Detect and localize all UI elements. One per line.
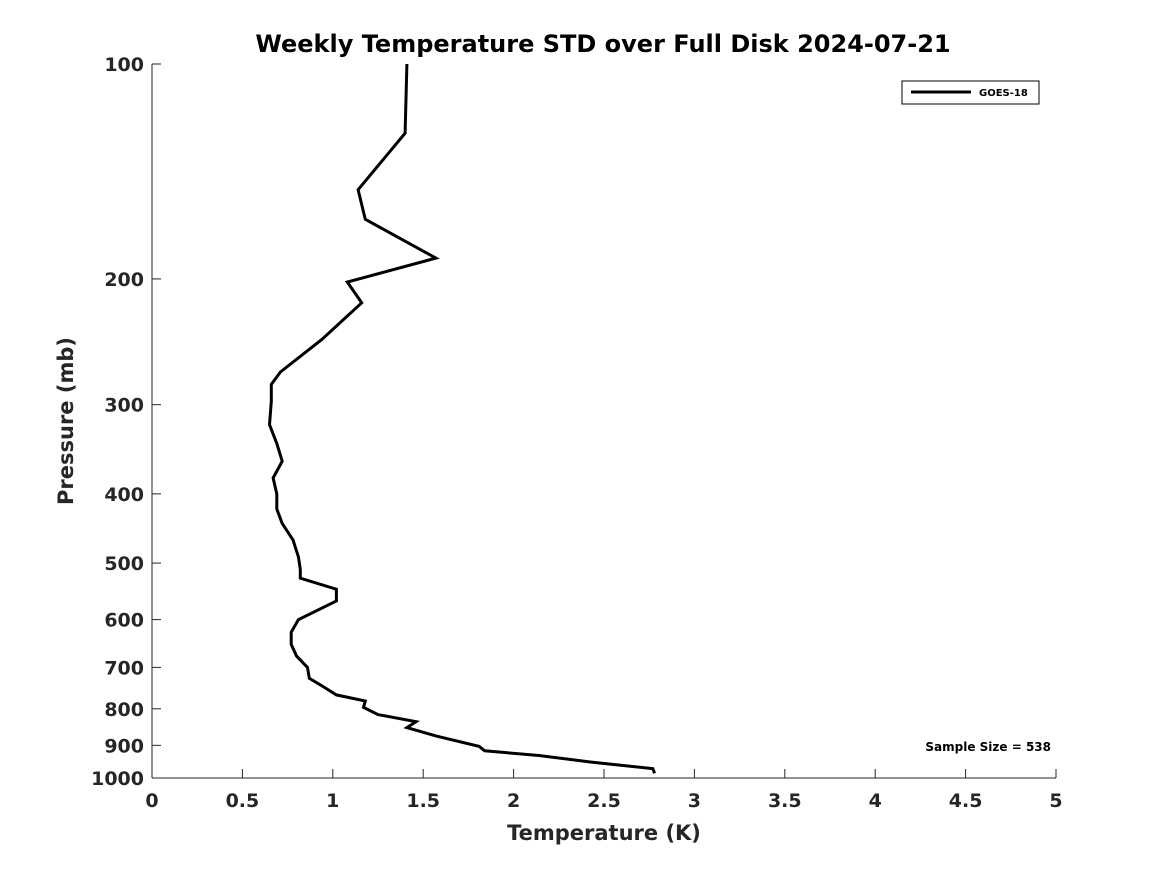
x-axis-label: Temperature (K) [507, 821, 701, 845]
chart-title: Weekly Temperature STD over Full Disk 20… [255, 30, 950, 58]
x-axis: 0 0.5 1 1.5 2 2.5 3 3.5 4 4.5 5 [145, 769, 1063, 812]
y-tick-label: 600 [104, 610, 144, 632]
series-layer [267, 63, 657, 774]
y-axis-label: Pressure (mb) [54, 337, 78, 505]
x-tick-label: 4 [869, 790, 882, 812]
x-tick-label: 1 [326, 790, 339, 812]
y-tick-label: 400 [104, 484, 144, 506]
y-tick-label: 500 [104, 553, 144, 575]
y-tick-label: 300 [104, 395, 144, 417]
y-tick-label: 800 [104, 699, 144, 721]
x-tick-label: 5 [1049, 790, 1062, 812]
x-tick-label: 4.5 [949, 790, 983, 812]
y-tick-label: 100 [104, 54, 144, 76]
x-tick-label: 3.5 [768, 790, 802, 812]
x-tick-label: 0.5 [226, 790, 260, 812]
y-tick-label: 700 [104, 657, 144, 679]
y-tick-label: 200 [104, 269, 144, 291]
series-line [267, 63, 657, 774]
legend-label: GOES-18 [979, 88, 1028, 99]
sample-size-annotation: Sample Size = 538 [925, 740, 1051, 754]
x-tick-label: 2 [507, 790, 520, 812]
x-tick-label: 1.5 [406, 790, 440, 812]
y-axis: 100 200 300 400 500 600 700 800 900 1000 [91, 54, 161, 790]
x-tick-label: 2.5 [587, 790, 621, 812]
x-tick-label: 3 [688, 790, 701, 812]
legend: GOES-18 [901, 80, 1040, 105]
x-tick-label: 0 [145, 790, 158, 812]
y-tick-label: 1000 [91, 768, 144, 790]
y-tick-label: 900 [104, 735, 144, 757]
